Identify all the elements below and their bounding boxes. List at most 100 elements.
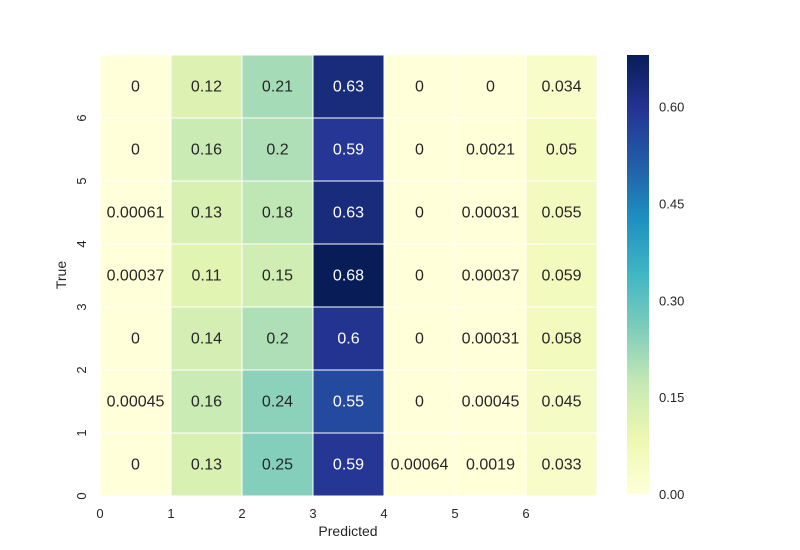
colorbar-tick-label: 0.30 (659, 293, 684, 308)
y-axis-label: True (53, 261, 69, 289)
cell-value-label: 0.63 (333, 205, 364, 222)
x-tick-label: 5 (451, 506, 458, 521)
heatmap-cell (99, 306, 172, 371)
cell-value-label: 0.045 (541, 394, 581, 411)
cell-value-label: 0.24 (262, 394, 293, 411)
heatmap-cell (99, 369, 172, 434)
cell-value-label: 0.00031 (462, 331, 520, 348)
cell-value-label: 0.59 (333, 142, 364, 159)
cell-value-label: 0.2 (266, 142, 288, 159)
heatmap-cell (99, 243, 172, 308)
heatmap-cell (312, 432, 385, 497)
heatmap-cell (170, 369, 243, 434)
cell-value-label: 0.18 (262, 205, 293, 222)
cell-value-label: 0.0021 (466, 142, 515, 159)
colorbar-tick-label: 0.60 (659, 100, 684, 115)
colorbar-tick-label: 0.15 (659, 390, 684, 405)
heatmap-cell (312, 180, 385, 245)
x-tick-label: 4 (380, 506, 387, 521)
cell-value-label: 0 (415, 142, 424, 159)
heatmap-cell (241, 369, 314, 434)
heatmap-cell (454, 54, 527, 119)
heatmap-cell (525, 117, 598, 182)
y-tick-label: 3 (74, 303, 89, 310)
heatmap-cell (99, 117, 172, 182)
heatmap-cell (383, 369, 456, 434)
cell-value-label: 0.6 (337, 331, 359, 348)
cell-value-label: 0 (415, 268, 424, 285)
cell-value-label: 0.00045 (107, 394, 165, 411)
cell-value-label: 0 (131, 457, 140, 474)
cell-value-label: 0 (415, 331, 424, 348)
y-tick-label: 2 (74, 366, 89, 373)
cell-value-label: 0.00045 (462, 394, 520, 411)
cell-value-label: 0.13 (191, 205, 222, 222)
heatmap-cell (170, 243, 243, 308)
cell-value-label: 0 (415, 205, 424, 222)
cell-value-label: 0.11 (192, 268, 222, 285)
x-tick-label: 6 (522, 506, 529, 521)
y-tick-label: 6 (74, 114, 89, 121)
cell-value-label: 0 (415, 79, 424, 96)
heatmap-cell (525, 243, 598, 308)
colorbar-tick-label: 0.45 (659, 196, 684, 211)
cell-value-label: 0 (131, 142, 140, 159)
x-axis-ticks: 0 1 2 3 4 5 6 (96, 506, 529, 521)
x-tick-label: 3 (309, 506, 316, 521)
y-tick-label: 4 (74, 240, 89, 247)
heatmap-cell (454, 243, 527, 308)
cell-value-label: 0 (131, 331, 140, 348)
heatmap-cell (170, 180, 243, 245)
heatmap-cell (241, 306, 314, 371)
heatmap-cell (170, 54, 243, 119)
cell-value-label: 0.00061 (107, 205, 165, 222)
heatmap-cell (525, 432, 598, 497)
colorbar (627, 55, 649, 494)
y-tick-label: 5 (74, 177, 89, 184)
cell-value-label: 0 (131, 79, 140, 96)
cell-value-label: 0.00031 (462, 205, 520, 222)
cell-value-label: 0.0019 (466, 457, 515, 474)
cell-value-label: 0.14 (191, 331, 222, 348)
heatmap-cell (312, 243, 385, 308)
cell-value-label: 0.25 (262, 457, 293, 474)
x-tick-label: 2 (238, 506, 245, 521)
heatmap-cell (312, 54, 385, 119)
cell-value-label: 0 (486, 79, 495, 96)
cell-value-label: 0.16 (191, 394, 222, 411)
cell-value-label: 0.05 (546, 142, 577, 159)
heatmap-cell (99, 432, 172, 497)
cell-value-label: 0.12 (191, 79, 222, 96)
cell-value-label: 0.058 (541, 331, 581, 348)
heatmap-cell (383, 432, 456, 497)
heatmap-cell (99, 54, 172, 119)
cell-value-label: 0.00064 (391, 457, 449, 474)
cell-value-label: 0.63 (333, 79, 364, 96)
cell-value-label: 0.059 (541, 268, 581, 285)
heatmap-cell (241, 180, 314, 245)
heatmap-cell (383, 117, 456, 182)
cell-value-label: 0.00037 (462, 268, 520, 285)
x-tick-label: 1 (167, 506, 174, 521)
cell-value-label: 0.68 (333, 268, 364, 285)
heatmap-cell (383, 180, 456, 245)
heatmap-cell (241, 432, 314, 497)
colorbar-ticks: 0.00 0.15 0.30 0.45 0.60 (659, 100, 684, 502)
heatmap-cell (454, 180, 527, 245)
heatmap-cell-labels: 0 0.12 0.21 0.63 0 0 0.034 0 0.16 0.2 0.59 0 0.0021 0… (107, 79, 582, 474)
cell-value-label: 0.21 (262, 79, 293, 96)
cell-value-label: 0.033 (541, 457, 581, 474)
cell-value-label: 0.16 (191, 142, 222, 159)
cell-value-label: 0.00037 (107, 268, 165, 285)
cell-value-label: 0 (415, 394, 424, 411)
cell-value-label: 0.13 (191, 457, 222, 474)
cell-value-label: 0.15 (262, 268, 293, 285)
cell-value-label: 0.034 (541, 79, 581, 96)
heatmap-cell (241, 54, 314, 119)
heatmap-cell (241, 117, 314, 182)
y-tick-label: 1 (74, 429, 89, 436)
cell-value-label: 0.055 (541, 205, 581, 222)
y-tick-label: 0 (74, 492, 89, 499)
x-tick-label: 0 (96, 506, 103, 521)
